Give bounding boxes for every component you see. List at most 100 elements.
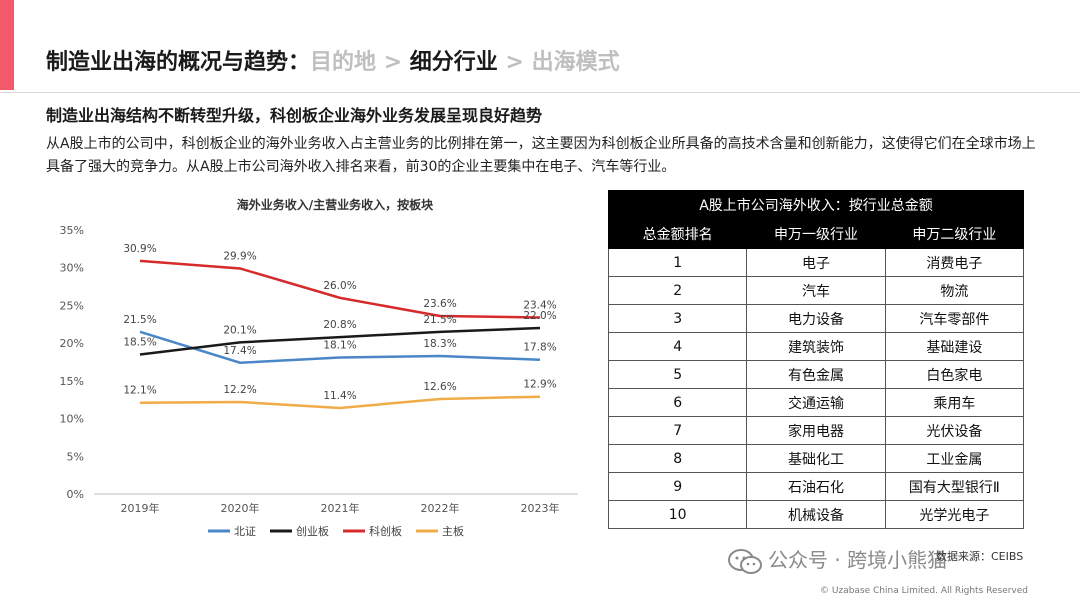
y-tick-label: 0% <box>67 488 84 501</box>
data-label: 11.4% <box>323 390 356 402</box>
watermark-text: 公众号 · 跨境小熊猫 <box>768 548 948 572</box>
cell-rank: 2 <box>607 276 748 305</box>
data-label: 26.0% <box>323 280 356 292</box>
data-label: 23.6% <box>423 298 456 310</box>
series-line-2 <box>139 259 541 319</box>
data-label: 12.2% <box>223 384 256 396</box>
y-tick-label: 10% <box>60 413 84 426</box>
section-subtitle: 制造业出海结构不断转型升级，科创板企业海外业务发展呈现良好趋势 <box>46 106 543 125</box>
table-row: 4 建筑装饰 基础建设 <box>607 332 1025 361</box>
body-paragraph: 从A股上市的公司中，科创板企业的海外业务收入占主营业务的比例排在第一，这主要因为… <box>46 136 1036 175</box>
y-tick-label: 5% <box>67 450 84 463</box>
legend-label: 主板 <box>442 524 464 538</box>
series-line-1 <box>139 326 541 356</box>
data-label: 12.9% <box>523 379 556 391</box>
table-body: 1 电子 消费电子 2 汽车 物流 3 电力设备 汽车零部件 4 建筑装饰 基础建设 5 有色金属 白色家电… <box>607 248 1025 529</box>
table-row: 3 电力设备 汽车零部件 <box>607 304 1025 333</box>
page-title: 制造业出海的概况与趋势：目的地 > 细分行业 > 出海模式 <box>46 44 620 76</box>
cell-level2-industry: 光学光电子 <box>884 500 1025 529</box>
title-tab-destination: 目的地 <box>310 50 377 75</box>
series-line-0 <box>139 330 541 365</box>
data-label: 20.8% <box>323 319 356 331</box>
cell-level2-industry: 物流 <box>884 276 1025 305</box>
y-tick-label: 15% <box>60 375 84 388</box>
table-row: 5 有色金属 白色家电 <box>607 360 1025 389</box>
x-tick-label: 2020年 <box>221 501 260 515</box>
wechat-icon <box>728 548 762 574</box>
title-tab-industry: 细分行业 <box>409 50 498 75</box>
table-header-level1: 申万一级行业 <box>746 219 886 249</box>
watermark: 公众号 · 跨境小熊猫 <box>728 544 947 575</box>
title-separator: > <box>376 50 410 75</box>
data-label: 21.5% <box>123 314 156 326</box>
cell-rank: 5 <box>607 360 748 389</box>
line-chart: 0% 5% 10% 15% 20% 25% 30% 35% 2019年 2020年 2021年 202… <box>60 224 578 538</box>
table-row: 10 机械设备 光学光电子 <box>607 500 1025 529</box>
x-tick-label: 2023年 <box>521 501 560 515</box>
cell-level1-industry: 有色金属 <box>746 360 886 389</box>
x-tick-label: 2021年 <box>321 501 360 515</box>
cell-level1-industry: 基础化工 <box>746 444 886 473</box>
data-label: 17.8% <box>523 342 556 354</box>
cell-level1-industry: 石油石化 <box>746 472 886 501</box>
cell-rank: 1 <box>607 248 748 277</box>
title-tab-mode: 出海模式 <box>531 50 620 75</box>
header-divider <box>0 92 1080 93</box>
cell-rank: 10 <box>607 500 748 529</box>
data-label: 17.4% <box>223 345 256 357</box>
y-tick-label: 30% <box>60 262 84 275</box>
cell-rank: 6 <box>607 388 748 417</box>
cell-level1-industry: 电力设备 <box>746 304 886 333</box>
cell-level1-industry: 交通运输 <box>746 388 886 417</box>
table-header-level2: 申万二级行业 <box>884 219 1025 249</box>
data-label: 18.1% <box>323 339 356 351</box>
data-label: 12.1% <box>123 385 156 397</box>
cell-level2-industry: 白色家电 <box>884 360 1025 389</box>
cell-rank: 3 <box>607 304 748 333</box>
data-label: 12.6% <box>423 381 456 393</box>
cell-level2-industry: 光伏设备 <box>884 416 1025 445</box>
data-label: 18.3% <box>423 338 456 350</box>
table-row: 7 家用电器 光伏设备 <box>607 416 1025 445</box>
cell-level1-industry: 电子 <box>746 248 886 277</box>
y-tick-label: 25% <box>60 299 84 312</box>
series-line-3 <box>139 395 541 410</box>
cell-rank: 4 <box>607 332 748 361</box>
table-header-rank: 总金额排名 <box>607 219 748 249</box>
cell-rank: 8 <box>607 444 748 473</box>
table-row: 2 汽车 物流 <box>607 276 1025 305</box>
cell-level1-industry: 汽车 <box>746 276 886 305</box>
data-label: 23.4% <box>523 299 556 311</box>
y-tick-label: 20% <box>60 337 84 350</box>
table-title: A股上市公司海外收入：按行业总金额 <box>608 190 1024 220</box>
cell-level2-industry: 基础建设 <box>884 332 1025 361</box>
legend-label: 科创板 <box>369 524 402 538</box>
cell-rank: 9 <box>607 472 748 501</box>
cell-level1-industry: 建筑装饰 <box>746 332 886 361</box>
x-tick-label: 2022年 <box>421 501 460 515</box>
cell-level2-industry: 国有大型银行Ⅱ <box>884 472 1025 501</box>
cell-rank: 7 <box>607 416 748 445</box>
copyright: © Uzabase China Limited. All Rights Rese… <box>820 586 1029 596</box>
data-label: 21.5% <box>423 314 456 326</box>
x-tick-label: 2019年 <box>121 501 160 515</box>
chart-title: 海外业务收入/主营业务收入，按板块 <box>236 198 434 212</box>
cell-level2-industry: 工业金属 <box>884 444 1025 473</box>
data-label: 30.9% <box>123 243 156 255</box>
legend-label: 创业板 <box>296 524 329 538</box>
y-tick-label: 35% <box>60 224 84 237</box>
data-source: 数据来源：CEIBS <box>936 550 1024 563</box>
table-row: 9 石油石化 国有大型银行Ⅱ <box>607 472 1025 501</box>
cell-level1-industry: 机械设备 <box>746 500 886 529</box>
table-row: 1 电子 消费电子 <box>607 248 1025 277</box>
data-label: 18.5% <box>123 336 156 348</box>
cell-level2-industry: 消费电子 <box>884 248 1025 277</box>
cell-level1-industry: 家用电器 <box>746 416 886 445</box>
data-label: 22.0% <box>523 310 556 322</box>
cell-level2-industry: 乘用车 <box>884 388 1025 417</box>
cell-level2-industry: 汽车零部件 <box>884 304 1025 333</box>
table-row: 8 基础化工 工业金属 <box>607 444 1025 473</box>
table-row: 6 交通运输 乘用车 <box>607 388 1025 417</box>
data-label: 20.1% <box>223 324 256 336</box>
